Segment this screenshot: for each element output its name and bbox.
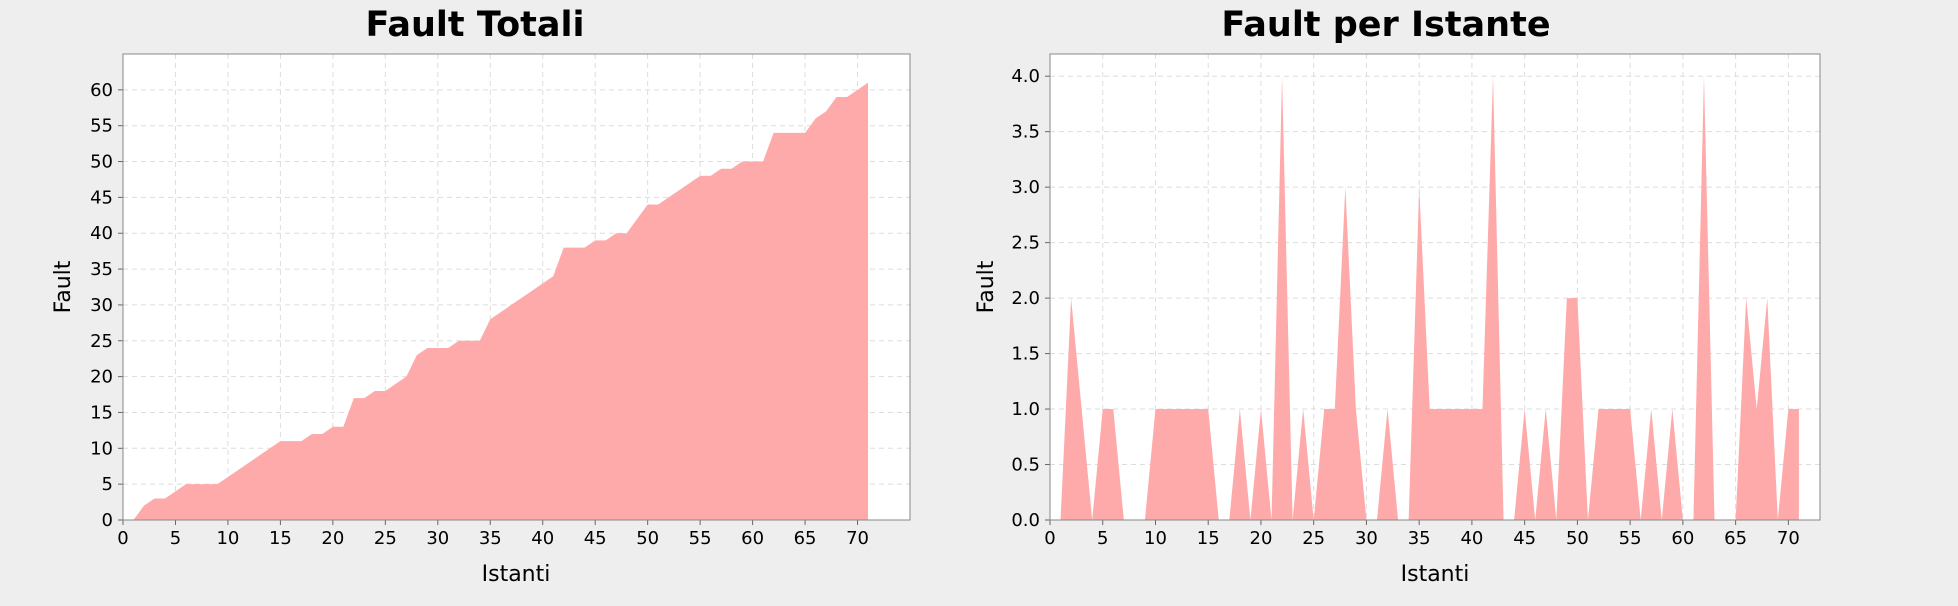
x-tick-label: 65 [794,528,817,549]
y-tick-label: 50 [90,152,113,173]
y-tick-label: 55 [90,116,113,137]
x-tick-label: 40 [531,528,554,549]
x-tick-label: 20 [1250,528,1273,549]
x-tick-label: 5 [170,528,181,549]
y-tick-label: 20 [90,367,113,388]
y-tick-label: 0.0 [1011,510,1040,531]
chart-fault-per-istante: Fault per Istante 0 5 10 15 20 25 30 35 40 45 50 55… [974,5,1821,587]
y-tick-label: 2.0 [1011,288,1040,309]
x-tick-label: 70 [1777,528,1800,549]
y-tick-label: 1.0 [1011,399,1040,420]
x-tick-label: 0 [1044,528,1055,549]
x-tick-label: 45 [1513,528,1536,549]
x-tick-labels: 0 5 10 15 20 25 30 35 40 45 50 55 60 65 70 [117,520,869,549]
y-tick-label: 30 [90,295,113,316]
y-tick-label: 35 [90,259,113,280]
chart-title: Fault Totali [366,5,585,45]
y-tick-label: 4.0 [1011,66,1040,87]
y-tick-label: 3.5 [1011,122,1040,143]
x-tick-label: 15 [1197,528,1220,549]
x-tick-label: 5 [1097,528,1108,549]
x-tick-label: 30 [1355,528,1378,549]
x-tick-label: 50 [1566,528,1589,549]
x-tick-label: 45 [584,528,607,549]
y-tick-label: 10 [90,438,113,459]
x-tick-label: 10 [1144,528,1167,549]
x-tick-label: 55 [1619,528,1642,549]
x-tick-label: 60 [741,528,764,549]
y-tick-label: 25 [90,331,113,352]
x-tick-label: 35 [1408,528,1431,549]
area-series [123,82,869,520]
y-tick-labels: 0.0 0.5 1.0 1.5 2.0 2.5 3.0 3.5 4.0 [1011,66,1050,531]
plot-border [122,53,911,521]
y-tick-label: 0.5 [1011,455,1040,476]
x-tick-label: 10 [216,528,239,549]
x-tick-label: 50 [636,528,659,549]
y-tick-label: 1.5 [1011,344,1040,365]
area-series [1050,76,1799,520]
x-tick-label: 40 [1460,528,1483,549]
x-axis-label: Istanti [1401,562,1470,587]
y-tick-label: 2.5 [1011,233,1040,254]
x-tick-label: 35 [479,528,502,549]
x-axis-label: Istanti [482,562,551,587]
y-tick-label: 45 [90,187,113,208]
y-tick-label: 15 [90,402,113,423]
y-tick-label: 3.0 [1011,177,1040,198]
y-tick-label: 0 [102,510,113,531]
y-tick-label: 40 [90,223,113,244]
y-axis-label: Fault [974,260,999,313]
x-tick-label: 15 [269,528,292,549]
x-tick-label: 25 [374,528,397,549]
chart-fault-totali: Fault Totali 0 5 10 15 20 25 30 35 40 45 50 55 60 65 7… [51,5,911,587]
x-tick-label: 60 [1671,528,1694,549]
y-axis-label: Fault [51,260,76,313]
chart-title: Fault per Istante [1221,5,1550,45]
x-tick-label: 20 [321,528,344,549]
y-tick-label: 5 [102,474,113,495]
x-tick-labels: 0 5 10 15 20 25 30 35 40 45 50 55 60 65 70 [1044,520,1800,549]
x-tick-label: 25 [1302,528,1325,549]
x-tick-label: 65 [1724,528,1747,549]
x-tick-label: 70 [846,528,869,549]
y-tick-labels: 0 5 10 15 20 25 30 35 40 45 50 55 60 [90,80,123,531]
x-tick-label: 0 [117,528,128,549]
x-tick-label: 55 [689,528,712,549]
x-tick-label: 30 [426,528,449,549]
plot-border [1049,53,1821,521]
y-tick-label: 60 [90,80,113,101]
